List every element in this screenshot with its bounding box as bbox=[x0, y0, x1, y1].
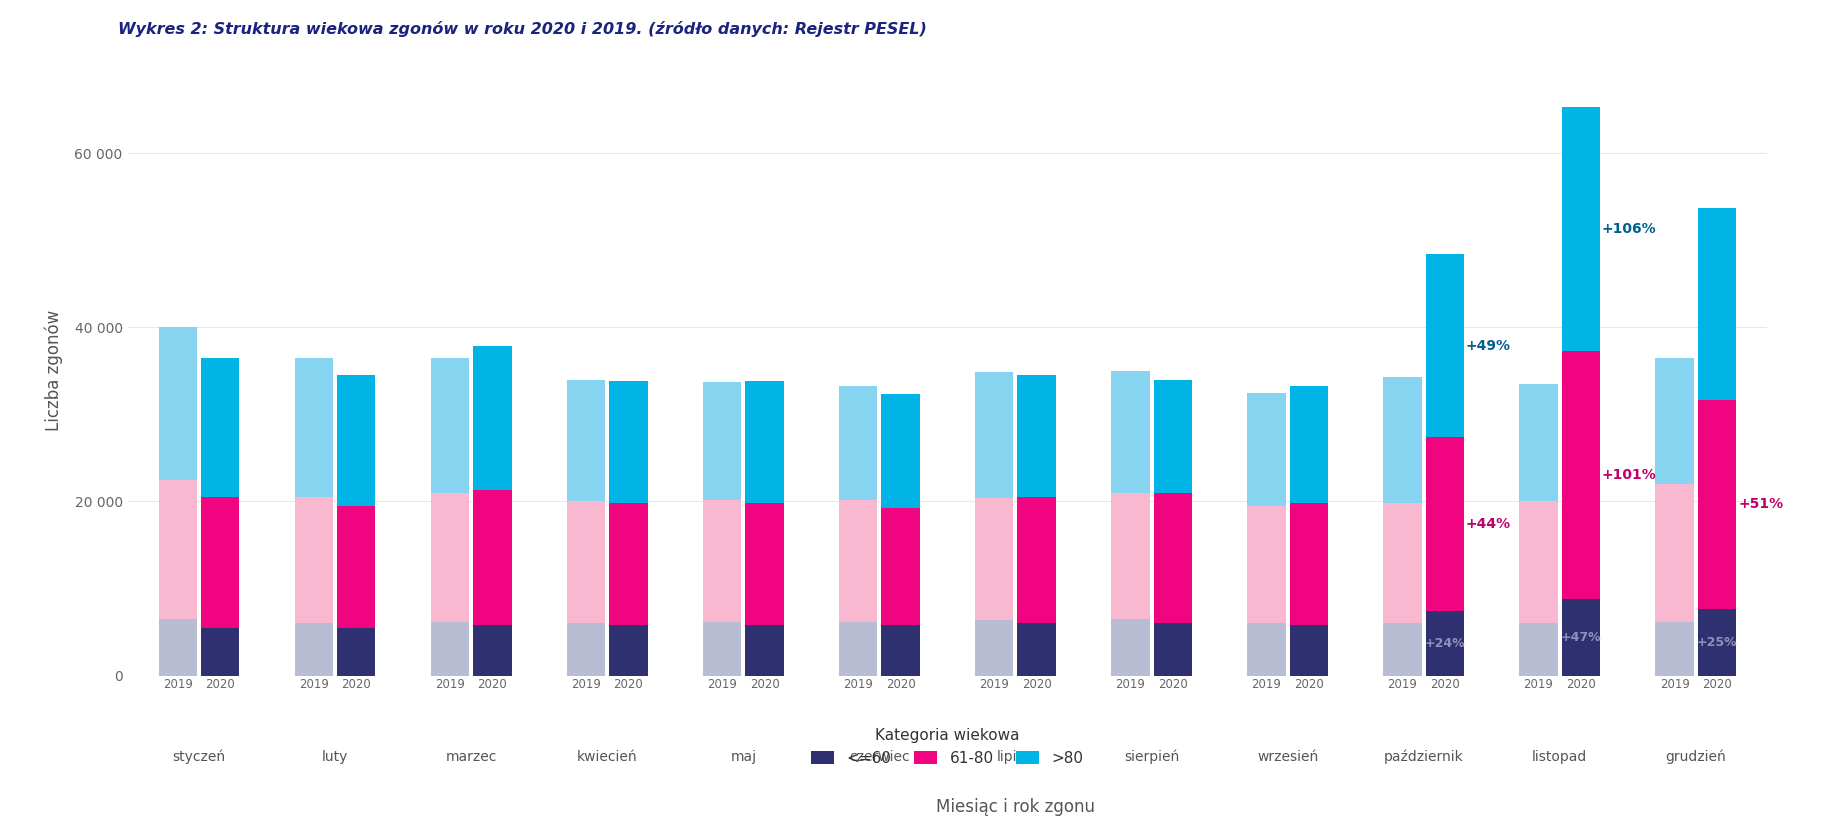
Bar bbox=[567, 502, 605, 624]
Bar bbox=[474, 346, 512, 490]
Text: listopad: listopad bbox=[1532, 750, 1587, 764]
Text: +106%: +106% bbox=[1602, 222, 1656, 236]
Bar bbox=[1111, 371, 1150, 493]
Bar bbox=[703, 499, 742, 621]
Bar bbox=[1153, 493, 1192, 624]
Bar bbox=[337, 506, 375, 628]
Bar bbox=[975, 498, 1013, 620]
Bar bbox=[474, 625, 512, 676]
Bar bbox=[337, 628, 375, 676]
Bar bbox=[840, 386, 878, 499]
Bar bbox=[1153, 380, 1192, 493]
Bar bbox=[745, 625, 783, 676]
Bar bbox=[745, 382, 783, 503]
Bar bbox=[745, 503, 783, 625]
Bar bbox=[159, 619, 197, 676]
Bar bbox=[1383, 503, 1421, 624]
Bar bbox=[1698, 400, 1736, 609]
Bar bbox=[609, 503, 647, 625]
Bar bbox=[159, 327, 197, 480]
Bar bbox=[1561, 351, 1600, 599]
Bar bbox=[1248, 392, 1286, 506]
Bar bbox=[200, 497, 239, 628]
Text: maj: maj bbox=[731, 750, 756, 764]
Bar bbox=[1656, 621, 1694, 676]
Text: +24%: +24% bbox=[1425, 637, 1465, 650]
Text: czerwiec: czerwiec bbox=[849, 750, 909, 764]
Bar bbox=[609, 625, 647, 676]
Legend: <=60, 61-80, >80: <=60, 61-80, >80 bbox=[805, 722, 1090, 772]
Text: Miesiąc i rok zgonu: Miesiąc i rok zgonu bbox=[937, 798, 1095, 816]
Bar bbox=[432, 621, 470, 676]
Bar bbox=[1290, 625, 1328, 676]
Bar bbox=[1561, 107, 1600, 351]
Text: +49%: +49% bbox=[1467, 339, 1510, 353]
Bar bbox=[295, 358, 333, 497]
Bar bbox=[1425, 611, 1463, 676]
Bar bbox=[882, 625, 920, 676]
Bar bbox=[1383, 377, 1421, 503]
Text: +51%: +51% bbox=[1738, 497, 1784, 511]
Bar bbox=[1111, 619, 1150, 676]
Bar bbox=[1153, 624, 1192, 676]
Bar bbox=[474, 490, 512, 625]
Bar bbox=[1698, 208, 1736, 400]
Bar bbox=[567, 624, 605, 676]
Bar bbox=[432, 493, 470, 621]
Bar bbox=[703, 621, 742, 676]
Bar bbox=[1290, 503, 1328, 625]
Text: +101%: +101% bbox=[1602, 468, 1656, 482]
Text: +25%: +25% bbox=[1696, 635, 1736, 648]
Bar bbox=[1656, 358, 1694, 484]
Bar bbox=[1520, 502, 1558, 624]
Bar bbox=[975, 372, 1013, 498]
Text: grudzień: grudzień bbox=[1665, 750, 1725, 764]
Bar bbox=[1017, 497, 1055, 624]
Bar bbox=[567, 380, 605, 502]
Bar bbox=[432, 358, 470, 493]
Bar bbox=[1383, 624, 1421, 676]
Bar bbox=[703, 382, 742, 499]
Bar bbox=[1017, 375, 1055, 497]
Bar bbox=[1698, 609, 1736, 676]
Bar bbox=[1425, 437, 1463, 611]
Text: luty: luty bbox=[322, 750, 348, 764]
Text: +44%: +44% bbox=[1467, 517, 1510, 531]
Bar bbox=[1017, 624, 1055, 676]
Text: kwiecień: kwiecień bbox=[578, 750, 638, 764]
Bar bbox=[1425, 254, 1463, 437]
Bar bbox=[337, 375, 375, 506]
Bar bbox=[1520, 624, 1558, 676]
Text: sierpień: sierpień bbox=[1124, 750, 1179, 764]
Bar bbox=[1290, 386, 1328, 503]
Bar bbox=[1520, 384, 1558, 502]
Bar bbox=[609, 382, 647, 503]
Bar bbox=[840, 499, 878, 621]
Bar bbox=[882, 395, 920, 508]
Text: Wykres 2: Struktura wiekowa zgonów w roku 2020 i 2019. (źródło danych: Rejestr P: Wykres 2: Struktura wiekowa zgonów w rok… bbox=[118, 21, 927, 36]
Bar bbox=[295, 624, 333, 676]
Text: marzec: marzec bbox=[446, 750, 497, 764]
Bar bbox=[200, 358, 239, 497]
Bar bbox=[1248, 624, 1286, 676]
Y-axis label: Liczba zgonów: Liczba zgonów bbox=[46, 310, 64, 432]
Bar bbox=[882, 508, 920, 625]
Text: październik: październik bbox=[1383, 750, 1463, 764]
Bar bbox=[1248, 506, 1286, 624]
Bar bbox=[200, 628, 239, 676]
Bar bbox=[1656, 484, 1694, 621]
Text: lipiec: lipiec bbox=[997, 750, 1033, 764]
Text: wrzesień: wrzesień bbox=[1257, 750, 1319, 764]
Bar bbox=[295, 497, 333, 624]
Text: styczeń: styczeń bbox=[173, 750, 226, 764]
Bar bbox=[1561, 599, 1600, 676]
Bar bbox=[1111, 493, 1150, 619]
Bar bbox=[159, 480, 197, 619]
Text: +47%: +47% bbox=[1561, 631, 1602, 644]
Bar bbox=[840, 621, 878, 676]
Bar bbox=[975, 620, 1013, 676]
